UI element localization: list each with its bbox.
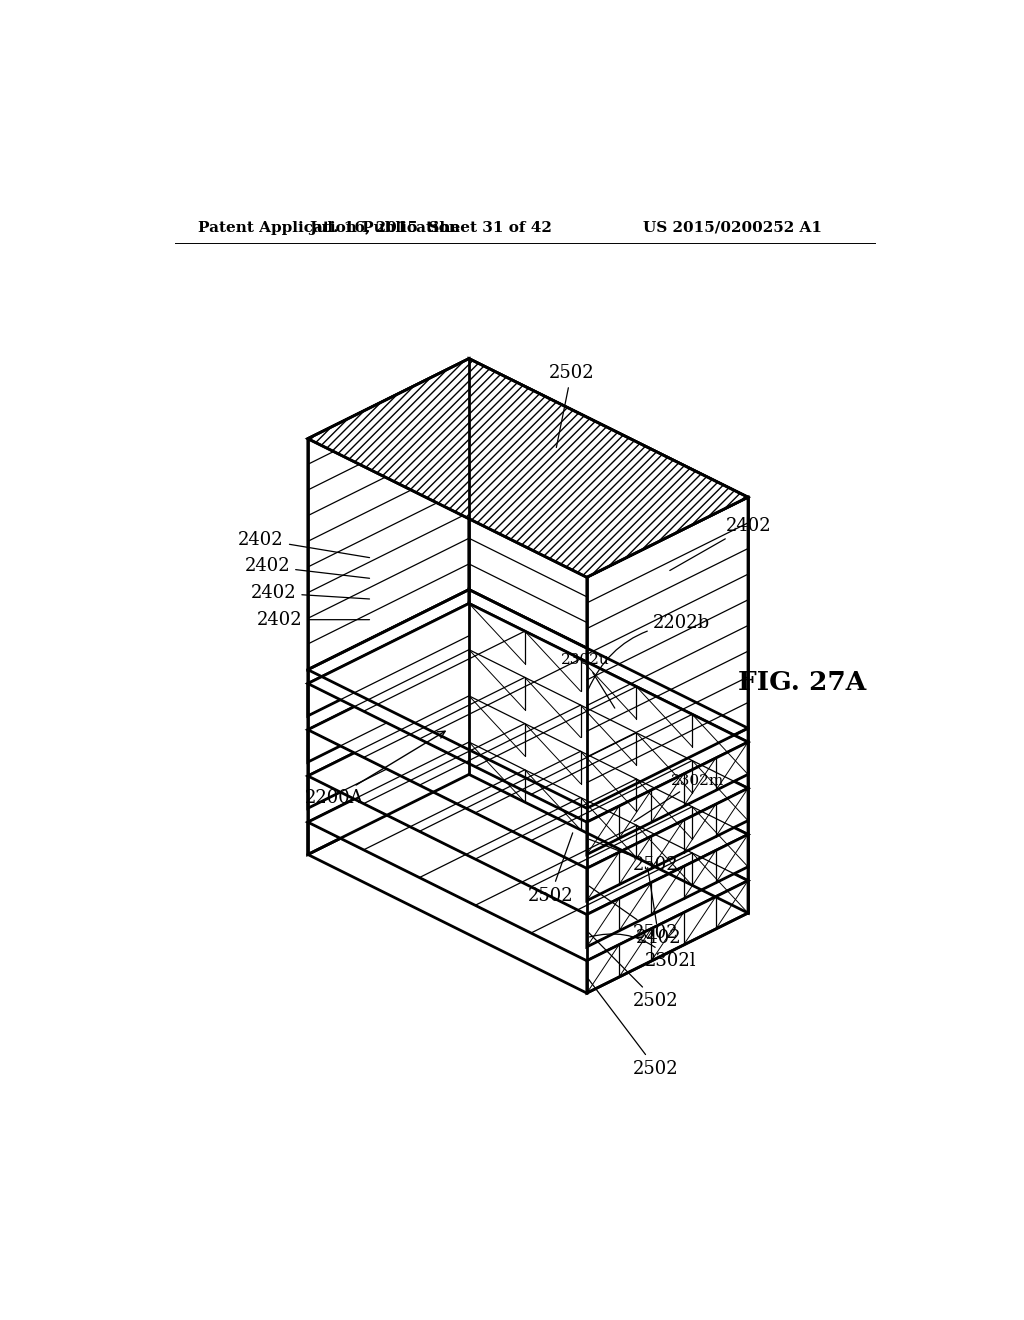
Polygon shape xyxy=(469,603,748,775)
Polygon shape xyxy=(308,603,748,822)
Text: 2402: 2402 xyxy=(245,557,370,578)
Text: 2502: 2502 xyxy=(527,833,573,904)
Text: 2402: 2402 xyxy=(636,867,682,946)
Text: Jul. 16, 2015  Sheet 31 of 42: Jul. 16, 2015 Sheet 31 of 42 xyxy=(309,220,552,235)
Polygon shape xyxy=(469,359,748,729)
Text: 2502: 2502 xyxy=(549,364,594,447)
Text: 2302l: 2302l xyxy=(590,935,696,970)
Text: FIG. 27A: FIG. 27A xyxy=(738,669,866,694)
Text: Patent Application Publication: Patent Application Publication xyxy=(198,220,460,235)
Polygon shape xyxy=(587,834,748,946)
Polygon shape xyxy=(308,696,469,808)
Polygon shape xyxy=(308,603,469,715)
Text: 2402: 2402 xyxy=(670,516,771,570)
Polygon shape xyxy=(469,649,748,821)
Text: 2200A: 2200A xyxy=(305,731,445,808)
Polygon shape xyxy=(469,742,748,913)
Text: 2502: 2502 xyxy=(589,886,679,942)
Text: 2502: 2502 xyxy=(589,979,679,1077)
Text: 2502: 2502 xyxy=(590,840,679,874)
Text: 2302m: 2302m xyxy=(634,774,724,821)
Polygon shape xyxy=(587,880,748,993)
Text: 2502: 2502 xyxy=(589,933,679,1010)
Text: 2402: 2402 xyxy=(239,531,370,557)
Text: 2402: 2402 xyxy=(251,583,370,602)
Polygon shape xyxy=(308,590,469,854)
Polygon shape xyxy=(308,696,748,915)
Polygon shape xyxy=(308,742,469,854)
Polygon shape xyxy=(308,649,469,762)
Polygon shape xyxy=(587,498,748,808)
Polygon shape xyxy=(469,696,748,867)
Polygon shape xyxy=(469,590,748,913)
Polygon shape xyxy=(587,788,748,900)
Text: 2202b: 2202b xyxy=(588,615,710,690)
Polygon shape xyxy=(308,359,748,577)
Text: US 2015/0200252 A1: US 2015/0200252 A1 xyxy=(643,220,822,235)
Polygon shape xyxy=(587,742,748,854)
Polygon shape xyxy=(308,742,748,961)
Text: 2402: 2402 xyxy=(257,611,370,628)
Polygon shape xyxy=(308,649,748,869)
Polygon shape xyxy=(308,359,469,669)
Text: 2302u: 2302u xyxy=(561,653,614,708)
